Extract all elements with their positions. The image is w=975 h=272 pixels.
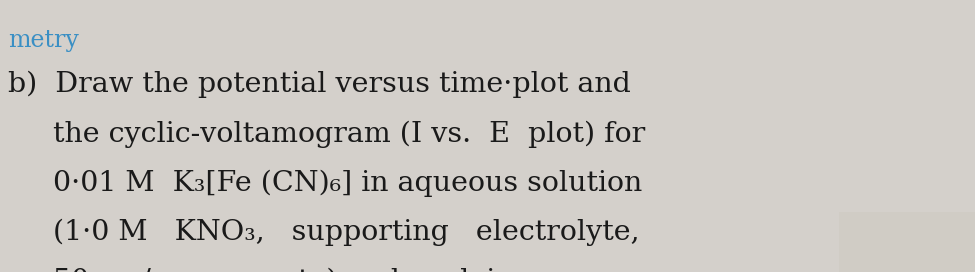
Text: metry: metry xyxy=(8,29,79,52)
Text: 50 mv/s,  scan rate) and explain.: 50 mv/s, scan rate) and explain. xyxy=(8,268,523,272)
Bar xyxy=(838,212,975,272)
Text: the cyclic-voltamogram (I vs.  E  plot) for: the cyclic-voltamogram (I vs. E plot) fo… xyxy=(8,121,645,149)
Text: b)  Draw the potential versus time·plot and: b) Draw the potential versus time·plot a… xyxy=(8,71,631,98)
Text: (1·0 M   KNO₃,   supporting   electrolyte,: (1·0 M KNO₃, supporting electrolyte, xyxy=(8,219,640,246)
Text: 0·01 M  K₃[Fe (CN)₆] in aqueous solution: 0·01 M K₃[Fe (CN)₆] in aqueous solution xyxy=(8,170,643,197)
